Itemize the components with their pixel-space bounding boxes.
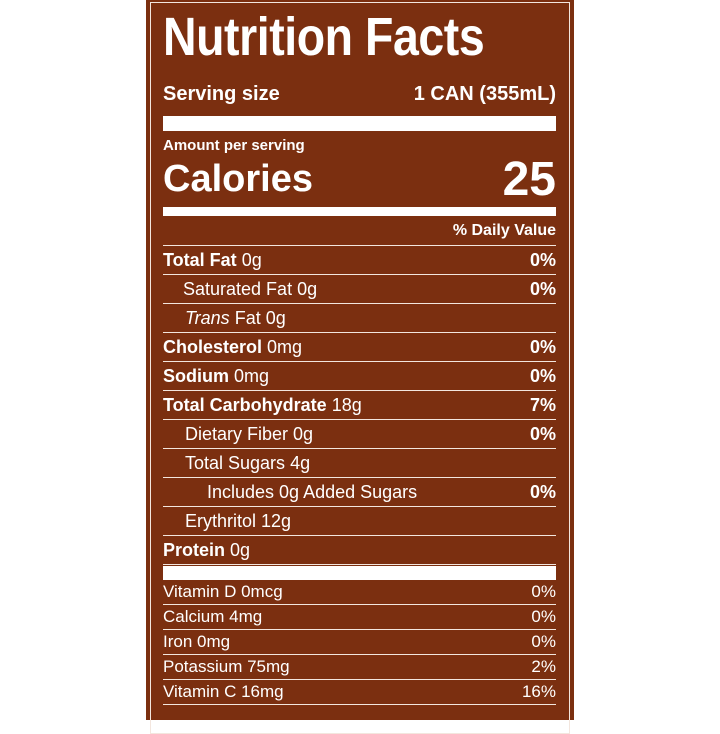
vitamin-row: Iron 0mg 0% <box>163 630 556 655</box>
nutrient-name: Saturated Fat <box>183 278 293 299</box>
vitamin-label: Vitamin D 0mcg <box>163 582 283 601</box>
nutrient-name: Total Sugars <box>185 452 286 473</box>
nutrient-row: Total Sugars 4g <box>163 449 556 478</box>
vitamin-label: Calcium 4mg <box>163 607 263 626</box>
nutrient-name: Total Fat <box>163 249 237 270</box>
vitamin-dv: 0% <box>531 607 556 626</box>
nutrient-dv: 0% <box>529 481 556 502</box>
nutrient-text: Saturated Fat 0g <box>163 279 317 300</box>
nutrient-text: Sodium 0mg <box>163 366 269 387</box>
nutrient-text: Total Sugars 4g <box>163 453 310 474</box>
nutrient-amount: 0mg <box>234 365 270 386</box>
nutrient-text: Trans Fat 0g <box>163 308 286 329</box>
vitamin-dv: 2% <box>531 657 556 676</box>
vitamin-dv: 16% <box>521 682 556 701</box>
nutrient-row: Includes 0g Added Sugars 0% <box>163 478 556 507</box>
nutrient-amount: 0g <box>293 423 314 444</box>
nutrient-text: Cholesterol 0mg <box>163 337 302 358</box>
nutrient-row: Total Carbohydrate 18g 7% <box>163 391 556 420</box>
dv-header: % Daily Value <box>452 222 556 239</box>
calories-label: Calories <box>163 157 313 200</box>
serving-label: Serving size <box>163 82 280 105</box>
nutrient-row: Erythritol 12g <box>163 507 556 536</box>
nutrient-row: Dietary Fiber 0g 0% <box>163 420 556 449</box>
nutrient-text: Total Fat 0g <box>163 250 262 271</box>
nutrient-text: Total Carbohydrate 18g <box>163 395 362 416</box>
serving-row: Serving size 1 CAN (355mL) <box>163 79 556 109</box>
nutrient-name: Cholesterol <box>163 336 263 357</box>
nutrient-amount: 0g <box>297 278 318 299</box>
vitamin-label: Potassium 75mg <box>163 657 290 676</box>
nutrient-dv: 0% <box>529 336 556 357</box>
vitamin-row: Potassium 75mg 2% <box>163 655 556 680</box>
medium-rule <box>163 207 556 216</box>
nutrition-label: Nutrition Facts Serving size 1 CAN (355m… <box>146 0 574 734</box>
nutrient-dv: 0% <box>529 365 556 386</box>
vitamin-label: Vitamin C 16mg <box>163 682 284 701</box>
nutrient-name: Includes 0g Added Sugars <box>207 481 418 502</box>
thick-rule <box>163 116 556 131</box>
nutrient-dv: 0% <box>529 423 556 444</box>
calories-value: 25 <box>502 152 556 206</box>
nutrient-text: Dietary Fiber 0g <box>163 424 313 445</box>
nutrient-row: Protein 0g <box>163 536 556 565</box>
nutrient-dv: 0% <box>529 278 556 299</box>
nutrient-amount: 0g <box>241 249 262 270</box>
nutrient-amount: 0g <box>230 539 251 560</box>
nutrient-name: Protein <box>163 539 226 560</box>
vitamin-row: Vitamin C 16mg 16% <box>163 680 556 705</box>
vitamin-row: Calcium 4mg 0% <box>163 605 556 630</box>
nutrient-name: Total Carbohydrate <box>163 394 327 415</box>
nutrient-text: Erythritol 12g <box>163 511 291 532</box>
nutrient-row: Sodium 0mg 0% <box>163 362 556 391</box>
nutrient-name: Trans <box>185 307 230 328</box>
daily-value-header: % Daily Value <box>163 217 556 246</box>
label-title: Nutrition Facts <box>163 7 485 67</box>
nutrient-amount: 18g <box>331 394 362 415</box>
nutrient-amount: 12g <box>261 510 292 531</box>
nutrient-amount: 4g <box>290 452 311 473</box>
vitamin-dv: 0% <box>531 632 556 651</box>
vitamin-dv: 0% <box>531 582 556 601</box>
thick-rule <box>163 566 556 580</box>
serving-value: 1 CAN (355mL) <box>413 82 556 105</box>
vitamin-row: Vitamin D 0mcg 0% <box>163 580 556 605</box>
nutrient-row: Trans Fat 0g <box>163 304 556 333</box>
amount-label: Amount per serving <box>163 137 305 154</box>
calories-row: Calories 25 <box>163 153 556 206</box>
nutrient-name: Erythritol <box>185 510 257 531</box>
nutrient-dv: 7% <box>529 394 556 415</box>
nutrient-row: Total Fat 0g 0% <box>163 246 556 275</box>
nutrient-row: Cholesterol 0mg 0% <box>163 333 556 362</box>
nutrient-dv: 0% <box>529 249 556 270</box>
nutrient-amount: 0mg <box>267 336 303 357</box>
nutrient-text: Protein 0g <box>163 540 250 561</box>
nutrient-name: Dietary Fiber <box>185 423 289 444</box>
nutrient-text: Includes 0g Added Sugars <box>163 482 417 503</box>
nutrient-amount: Fat 0g <box>234 307 286 328</box>
nutrient-row: Saturated Fat 0g 0% <box>163 275 556 304</box>
nutrient-name: Sodium <box>163 365 229 386</box>
vitamin-label: Iron 0mg <box>163 632 231 651</box>
